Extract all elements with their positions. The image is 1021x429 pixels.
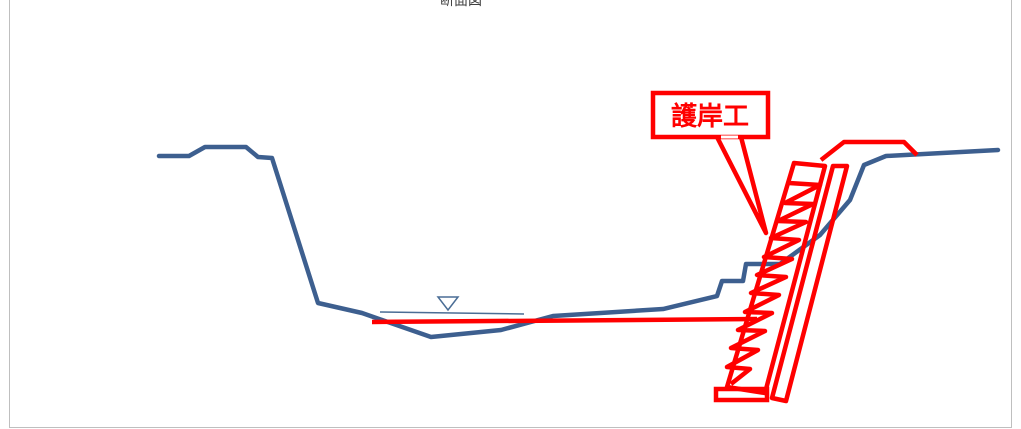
revetment-outline: [769, 163, 850, 404]
water-level-symbol: [436, 296, 460, 312]
revetment-label: 護岸工: [671, 101, 749, 132]
diagram-caption: 断面図: [440, 0, 482, 9]
ground-profile-line: [156, 144, 1001, 340]
revetment-footing: [713, 386, 770, 403]
diagram-frame: [9, 0, 1012, 428]
design-bed-line: [371, 316, 758, 325]
revetment-label-box: [650, 90, 771, 140]
revetment-top-slope: [819, 139, 919, 162]
revetment-callout-pointer: [714, 135, 769, 236]
water-level-line: [379, 311, 525, 315]
